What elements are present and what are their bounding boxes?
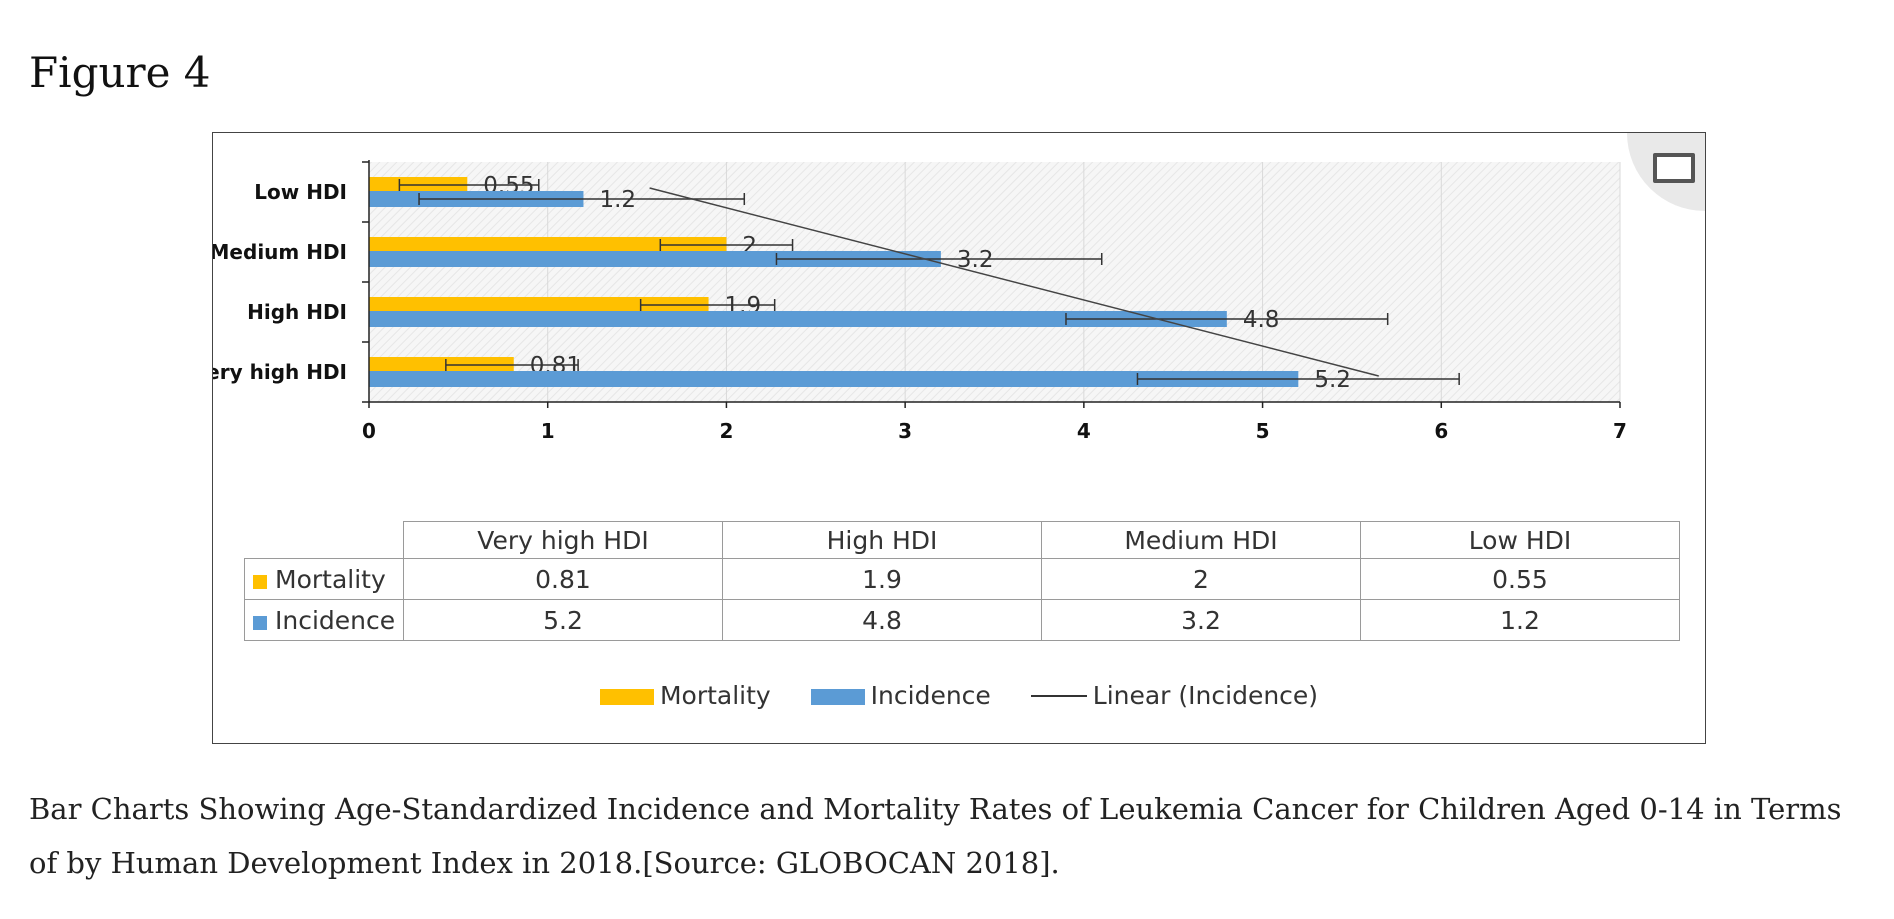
table-cell: 5.2 [403, 599, 723, 641]
x-tick-label: 1 [541, 419, 555, 443]
x-tick-label: 7 [1613, 419, 1627, 443]
legend-item-mortality: Mortality [599, 681, 771, 710]
incidence-bar [369, 251, 941, 267]
table-col-header: High HDI [722, 521, 1042, 559]
figure-title: Figure 4 [29, 48, 211, 97]
table-col-header: Medium HDI [1041, 521, 1361, 559]
x-tick-label: 5 [1256, 419, 1270, 443]
legend-item-trend: Linear (Incidence) [1030, 681, 1319, 710]
incidence-data-label: 5.2 [1314, 367, 1351, 393]
table-col-header: Low HDI [1360, 521, 1680, 559]
trendline [649, 187, 1379, 377]
table-col-header: Very high HDI [403, 521, 723, 559]
table-row-label: Incidence [244, 599, 404, 641]
mortality-bar [369, 357, 514, 373]
table-cell: 4.8 [722, 599, 1042, 641]
legend-trend-line [1030, 695, 1087, 697]
y-category-label: Medium HDI [213, 240, 347, 264]
row-label-text: Incidence [275, 605, 396, 635]
x-tick-label: 3 [898, 419, 912, 443]
incidence-bar [369, 311, 1227, 327]
legend-mortality-label: Mortality [659, 681, 771, 710]
x-tick-label: 4 [1077, 419, 1091, 443]
mortality-swatch [253, 574, 267, 589]
expand-icon [1653, 153, 1695, 183]
table-row: Mortality 0.81 1.9 2 0.55 [244, 558, 1680, 600]
incidence-data-label: 4.8 [1243, 307, 1280, 333]
table-row: Incidence 5.2 4.8 3.2 1.2 [244, 599, 1680, 641]
mortality-bar [369, 237, 727, 253]
table-row-label: Mortality [244, 558, 404, 600]
incidence-data-label: 1.2 [599, 187, 636, 213]
legend-mortality-swatch [599, 689, 654, 705]
x-tick-label: 0 [362, 419, 376, 443]
legend-incidence-label: Incidence [870, 681, 991, 710]
row-label-text: Mortality [275, 564, 386, 594]
incidence-bar [369, 371, 1299, 387]
table-cell: 1.2 [1360, 599, 1680, 641]
y-category-label: Low HDI [254, 180, 347, 204]
table-cell: 3.2 [1041, 599, 1361, 641]
table-cell: 0.81 [403, 558, 723, 600]
legend-trend-label: Linear (Incidence) [1092, 681, 1319, 710]
legend-item-incidence: Incidence [810, 681, 991, 710]
y-category-label: High HDI [247, 300, 347, 324]
table-cell: 1.9 [722, 558, 1042, 600]
x-tick-label: 2 [719, 419, 733, 443]
chart-legend: Mortality Incidence Linear (Incidence) [213, 681, 1705, 710]
legend-incidence-swatch [810, 689, 865, 705]
table-cell: 2 [1041, 558, 1361, 600]
mortality-bar [369, 297, 709, 313]
figure-frame: 0.55 2 1.9 0.81 1.2 3.2 4.8 5.2 0 1 2 3 4 5 6 7 Low HDI M… [212, 132, 1706, 744]
table-header-row: Very high HDI High HDI Medium HDI Low HD… [244, 521, 1680, 559]
y-category-label: Very high HDI [213, 360, 347, 384]
table-cell: 0.55 [1360, 558, 1680, 600]
x-tick-label: 6 [1434, 419, 1448, 443]
data-table: Very high HDI High HDI Medium HDI Low HD… [244, 521, 1680, 641]
figure-caption: Bar Charts Showing Age-Standardized Inci… [29, 792, 1842, 880]
incidence-swatch [253, 615, 267, 630]
